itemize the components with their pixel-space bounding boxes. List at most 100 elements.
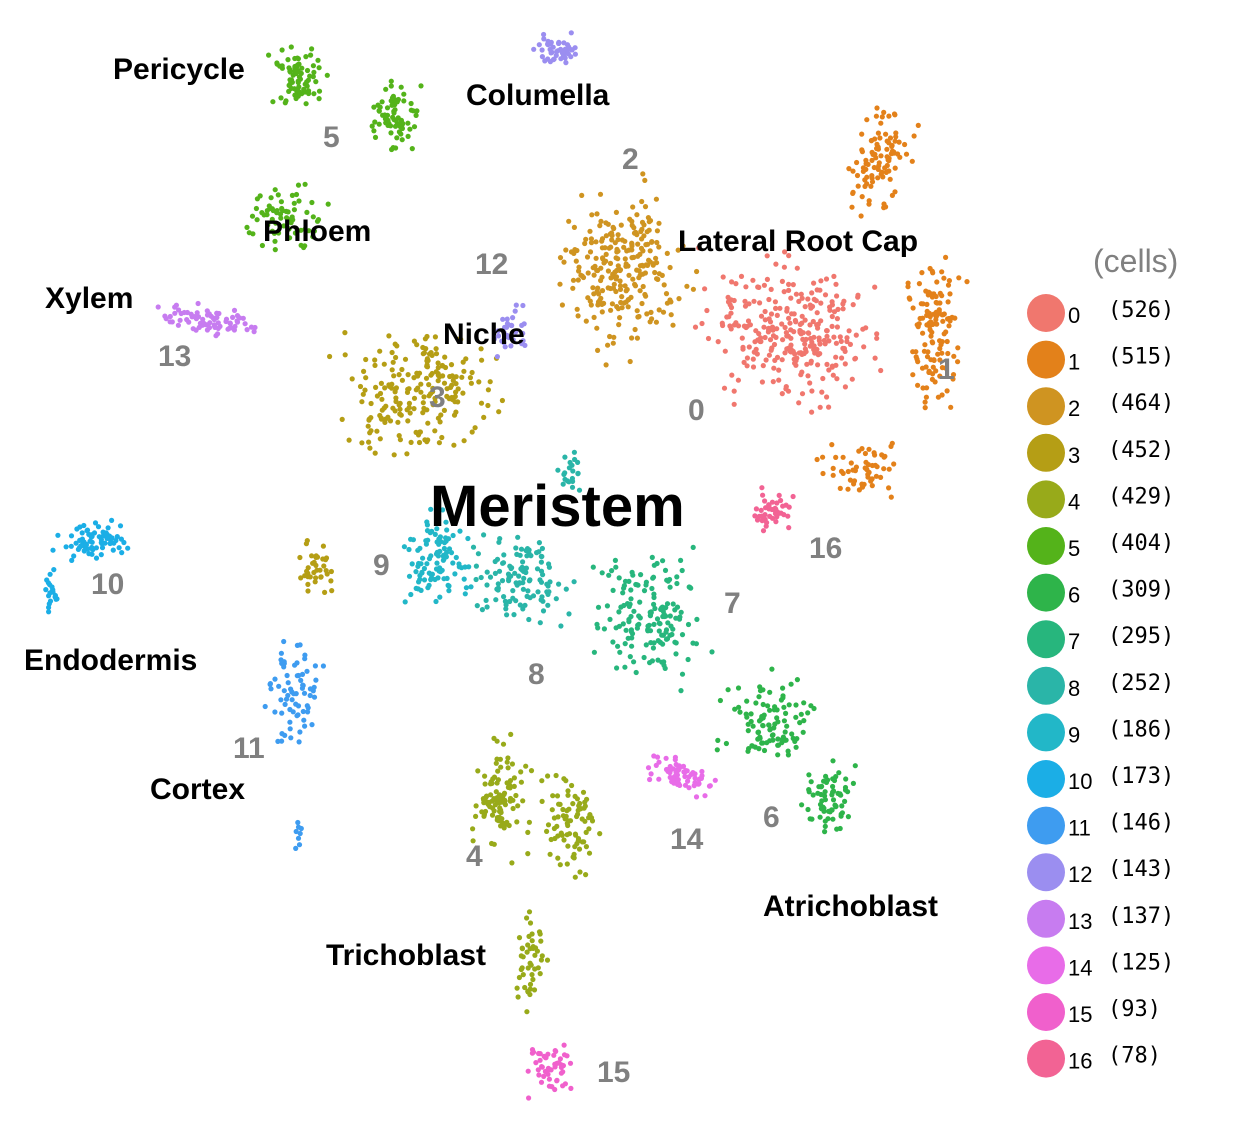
- point-cluster-1: [848, 460, 854, 466]
- point-cluster-5: [298, 227, 304, 233]
- point-cluster-4: [475, 768, 481, 774]
- cluster-num-10: 10: [91, 568, 124, 601]
- point-cluster-8: [508, 573, 514, 579]
- point-cluster-5: [391, 110, 397, 116]
- point-cluster-0: [840, 345, 846, 351]
- point-cluster-8: [523, 569, 529, 576]
- point-cluster-0: [757, 300, 763, 306]
- cluster-num-14: 14: [670, 823, 704, 856]
- point-cluster-4: [507, 798, 513, 804]
- point-cluster-2: [647, 248, 653, 254]
- point-cluster-10: [107, 540, 113, 547]
- point-cluster-1: [944, 388, 950, 394]
- point-cluster-4: [524, 915, 530, 921]
- point-cluster-16: [776, 492, 782, 498]
- point-cluster-2: [594, 288, 600, 294]
- point-cluster-11: [299, 671, 306, 678]
- legend-count-5: (404): [1108, 531, 1174, 556]
- point-cluster-0: [804, 361, 810, 367]
- point-cluster-15: [538, 1079, 545, 1085]
- point-cluster-11: [288, 686, 294, 692]
- point-cluster-9: [432, 531, 438, 538]
- point-cluster-1: [915, 359, 921, 365]
- point-cluster-10: [68, 533, 75, 539]
- point-cluster-1: [859, 194, 865, 200]
- point-cluster-10: [114, 534, 120, 540]
- point-cluster-5: [304, 67, 311, 74]
- point-cluster-5: [306, 90, 312, 97]
- point-cluster-6: [756, 694, 762, 700]
- point-cluster-9: [463, 585, 469, 591]
- point-cluster-6: [765, 703, 771, 709]
- point-cluster-5: [306, 228, 312, 234]
- point-cluster-5: [282, 100, 288, 106]
- point-cluster-16: [762, 498, 768, 504]
- point-cluster-7: [670, 601, 676, 607]
- point-cluster-1: [887, 135, 894, 141]
- point-cluster-0: [738, 273, 745, 279]
- point-cluster-8: [546, 561, 552, 567]
- point-cluster-2: [641, 222, 647, 228]
- point-cluster-3: [415, 385, 421, 391]
- point-cluster-6: [750, 723, 756, 729]
- point-cluster-2: [582, 240, 588, 247]
- point-cluster-2: [579, 192, 585, 198]
- legend-count-6: (309): [1108, 578, 1174, 603]
- point-cluster-2: [611, 281, 617, 287]
- point-cluster-13: [177, 317, 183, 323]
- point-cluster-3: [478, 346, 484, 352]
- point-cluster-10: [46, 593, 52, 599]
- point-cluster-15: [568, 1085, 574, 1091]
- point-cluster-1: [868, 137, 875, 144]
- point-cluster-1: [945, 299, 951, 305]
- point-cluster-1: [879, 169, 885, 175]
- point-cluster-9: [424, 519, 430, 525]
- point-cluster-5: [294, 64, 300, 70]
- point-cluster-0: [834, 324, 841, 330]
- point-cluster-7: [594, 621, 600, 628]
- point-cluster-5: [310, 63, 316, 69]
- point-cluster-4: [545, 773, 551, 779]
- point-cluster-15: [529, 1047, 536, 1053]
- point-cluster-8: [567, 459, 573, 466]
- point-cluster-6: [785, 752, 792, 758]
- point-cluster-2: [566, 218, 572, 224]
- point-cluster-3: [423, 375, 430, 381]
- point-cluster-13: [169, 319, 175, 325]
- point-cluster-15: [560, 1069, 566, 1075]
- point-cluster-13: [195, 314, 202, 320]
- label-lateral-root-cap: Lateral Root Cap: [678, 225, 918, 258]
- point-cluster-0: [745, 318, 752, 324]
- point-cluster-11: [281, 688, 287, 694]
- point-cluster-13: [167, 313, 173, 320]
- point-cluster-1: [919, 365, 926, 371]
- point-cluster-0: [699, 320, 705, 327]
- point-cluster-0: [788, 335, 794, 341]
- point-cluster-10: [79, 530, 85, 536]
- point-cluster-5: [273, 220, 279, 226]
- point-cluster-4: [576, 846, 583, 852]
- point-cluster-0: [826, 338, 832, 344]
- point-cluster-7: [629, 569, 635, 575]
- point-cluster-7: [647, 628, 654, 634]
- point-cluster-0: [764, 253, 770, 259]
- point-cluster-0: [750, 277, 756, 283]
- point-cluster-7: [651, 562, 657, 568]
- point-cluster-2: [597, 223, 603, 229]
- label-pericycle: Pericycle: [113, 53, 245, 86]
- point-cluster-10: [95, 524, 102, 530]
- point-cluster-5: [401, 91, 407, 97]
- point-cluster-8: [484, 582, 490, 588]
- point-cluster-1: [948, 404, 954, 410]
- point-cluster-1: [924, 301, 930, 307]
- point-cluster-14: [690, 770, 696, 776]
- point-cluster-5: [278, 215, 284, 221]
- point-cluster-11: [298, 677, 304, 684]
- point-cluster-5: [293, 95, 299, 102]
- point-cluster-9: [437, 569, 444, 575]
- point-cluster-7: [654, 616, 661, 622]
- point-cluster-6: [755, 729, 762, 735]
- point-cluster-6: [743, 711, 749, 717]
- point-cluster-13: [213, 333, 219, 339]
- point-cluster-0: [808, 305, 814, 311]
